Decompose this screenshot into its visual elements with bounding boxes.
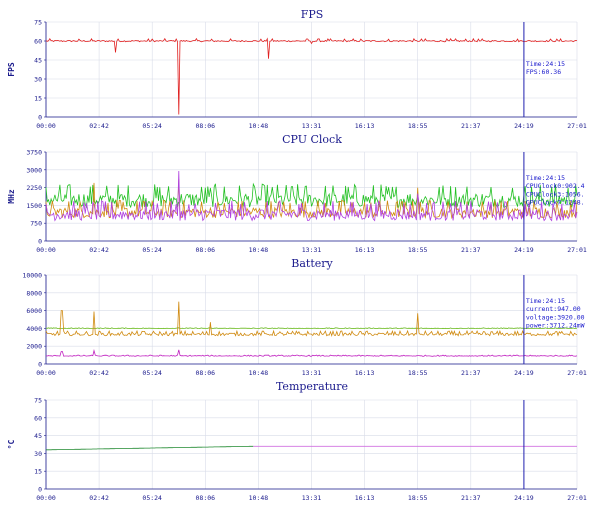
x-tick-label: 00:00 [36,494,56,502]
y-tick-label: 30 [34,76,42,84]
y-tick-label: 60 [34,414,42,422]
x-tick-label: 21:37 [461,369,481,377]
series-line-0 [45,327,578,330]
y-tick-label: 45 [34,432,42,440]
y-axis-label: °C [7,440,16,450]
x-tick-label: 08:06 [196,494,216,502]
x-tick-label: 08:06 [196,246,216,254]
chart-panel-1: CPU Clock 0 750 1500 2250 3000 3750 00:00 02:42 0… [7,133,587,254]
cursor-readout: CPUClock7:1248. [526,199,585,207]
y-tick-label: 60 [34,38,42,46]
y-tick-label: 2000 [26,343,42,351]
x-tick-label: 13:31 [302,369,322,377]
series-line-2 [45,349,578,357]
y-tick-label: 2250 [26,184,42,192]
x-tick-label: 27:01 [567,246,587,254]
y-tick-label: 8000 [26,289,42,297]
y-tick-label: 3000 [26,166,42,174]
x-tick-label: 02:42 [89,494,109,502]
x-tick-label: 21:37 [461,246,481,254]
x-tick-label: 02:42 [89,246,109,254]
series-line-0 [45,37,578,115]
x-tick-label: 16:13 [355,122,375,130]
chart-panel-3: Temperature 0 15 30 45 60 75 00:00 02:42 05:24 08:… [7,380,587,502]
y-tick-label: 1500 [26,202,42,210]
x-tick-label: 05:24 [142,246,162,254]
y-tick-label: 15 [34,468,42,476]
cursor-readout: power:3712.24mW [526,322,585,330]
x-tick-label: 18:55 [408,246,428,254]
x-tick-label: 10:48 [249,369,269,377]
x-tick-label: 13:31 [302,494,322,502]
x-tick-label: 00:00 [36,246,56,254]
y-tick-label: 30 [34,450,42,458]
y-axis-label: MHz [7,189,16,204]
x-tick-label: 16:13 [355,246,375,254]
y-tick-label: 10000 [22,272,42,280]
x-tick-label: 24:19 [514,494,534,502]
x-tick-label: 05:24 [142,494,162,502]
cursor-readout: Time:24:15 [526,297,565,305]
series-line-2 [45,170,578,222]
cursor-readout: CPUClock0:902.4 [526,182,585,190]
chart-title: Temperature [276,380,348,393]
y-tick-label: 45 [34,57,42,65]
x-tick-label: 21:37 [461,122,481,130]
cursor-readout: CPUClock3:1056. [526,190,585,198]
y-tick-label: 750 [30,220,42,228]
x-tick-label: 02:42 [89,369,109,377]
chart-title: Battery [291,257,333,270]
x-tick-label: 08:06 [196,122,216,130]
y-tick-label: 4000 [26,325,42,333]
x-tick-label: 27:01 [567,122,587,130]
series-line-0 [45,182,578,209]
x-tick-label: 10:48 [249,122,269,130]
y-tick-label: 3750 [26,149,42,157]
x-tick-label: 18:55 [408,122,428,130]
x-tick-label: 10:48 [249,246,269,254]
x-tick-label: 16:13 [355,494,375,502]
chart-panel-2: Battery 0 2000 4000 6000 8000 10000 00:00 02:42 0… [22,257,586,377]
y-tick-label: 0 [38,238,42,246]
x-tick-label: 24:19 [514,246,534,254]
y-tick-label: 0 [38,361,42,369]
x-tick-label: 00:00 [36,369,56,377]
x-tick-label: 24:19 [514,369,534,377]
chart-title: CPU Clock [282,133,342,146]
y-tick-label: 0 [38,114,42,122]
cursor-readout: Time:24:15 [526,174,565,182]
x-tick-label: 24:19 [514,122,534,130]
x-tick-label: 10:48 [249,494,269,502]
y-tick-label: 75 [34,397,42,405]
series-line-1 [45,301,578,337]
x-tick-label: 13:31 [302,122,322,130]
x-tick-label: 21:37 [461,494,481,502]
x-tick-label: 27:01 [567,494,587,502]
chart-panel-0: FPS 0 15 30 45 60 75 00:00 02:42 05:24 08:06 10:48 1… [7,8,587,130]
x-tick-label: 05:24 [142,122,162,130]
y-tick-label: 75 [34,19,42,27]
cursor-readout: FPS:60.36 [526,68,561,76]
x-tick-label: 02:42 [89,122,109,130]
cursor-readout: current:947.00 [526,305,581,313]
cursor-readout: Time:24:15 [526,60,565,68]
y-tick-label: 6000 [26,307,42,315]
x-tick-label: 16:13 [355,369,375,377]
x-tick-label: 18:55 [408,369,428,377]
x-tick-label: 08:06 [196,369,216,377]
x-tick-label: 05:24 [142,369,162,377]
series-line-0 [46,445,254,451]
x-tick-label: 00:00 [36,122,56,130]
x-tick-label: 27:01 [567,369,587,377]
y-axis-label: FPS [7,62,16,77]
x-tick-label: 18:55 [408,494,428,502]
cursor-readout: voltage:3920.00 [526,313,585,321]
y-tick-label: 15 [34,95,42,103]
x-tick-label: 13:31 [302,246,322,254]
chart-title: FPS [301,8,324,21]
y-tick-label: 0 [38,486,42,494]
